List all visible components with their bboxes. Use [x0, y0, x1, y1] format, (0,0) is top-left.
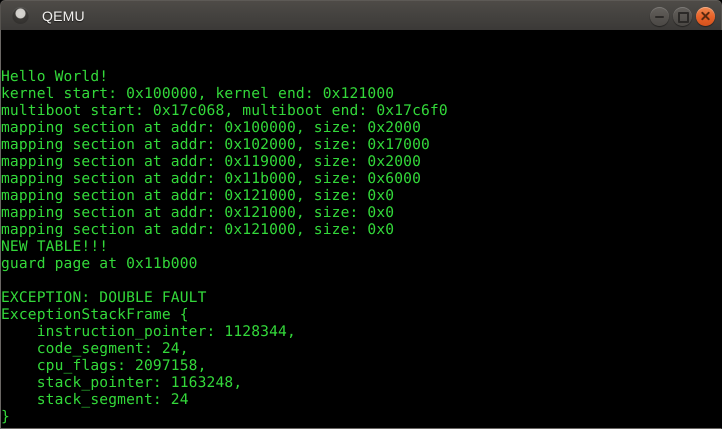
window-title: QEMU: [42, 7, 85, 24]
maximize-icon: [678, 11, 689, 23]
window-controls: [650, 1, 715, 31]
console-output-text: Hello World! kernel start: 0x100000, ker…: [1, 68, 448, 425]
close-button[interactable]: [696, 6, 715, 26]
window-titlebar[interactable]: QEMU: [0, 0, 722, 30]
qemu-console-screen[interactable]: Hello World! kernel start: 0x100000, ker…: [0, 30, 722, 429]
maximize-button[interactable]: [673, 6, 692, 26]
qemu-app-icon: [12, 7, 29, 24]
minimize-icon: [655, 15, 664, 18]
minimize-button[interactable]: [650, 6, 669, 26]
